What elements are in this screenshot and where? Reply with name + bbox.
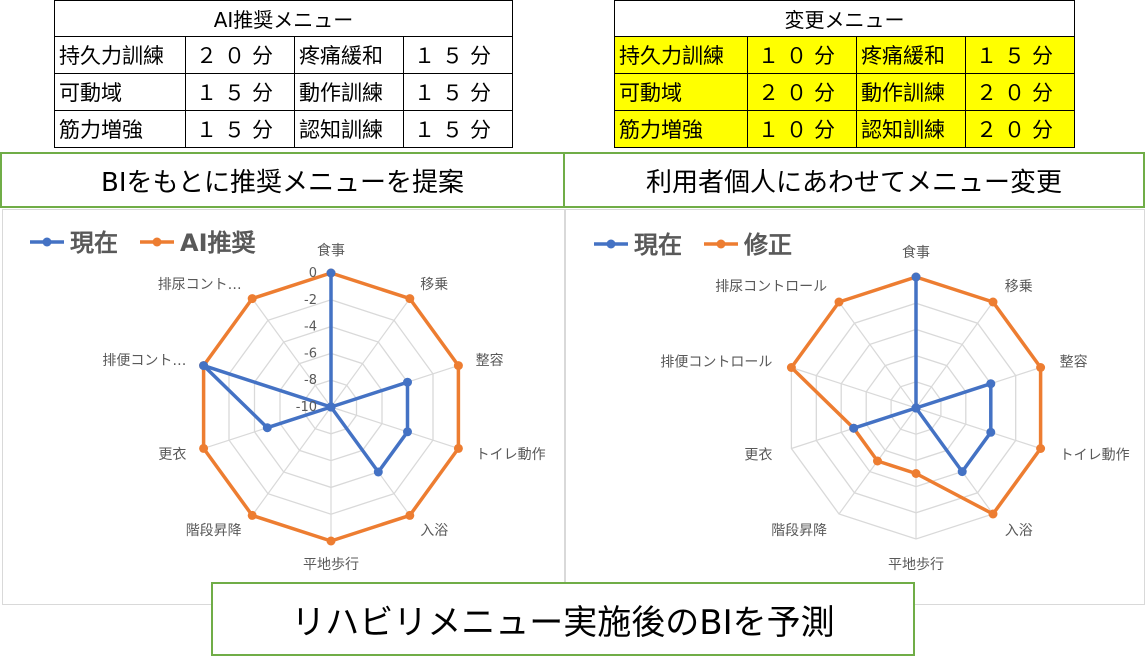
table-cell: 持久力訓練 (614, 36, 748, 74)
table-cell: ２０分 (185, 36, 295, 74)
caption-right: 利用者個人にあわせてメニュー変更 (563, 152, 1145, 208)
table-cell: 認知訓練 (856, 110, 966, 148)
table-cell: １５分 (402, 36, 514, 74)
ai-menu-table: AI推奨メニュー 持久力訓練 ２０分 疼痛緩和 １５分 可動域 １５分 動作訓練… (53, 0, 514, 148)
table-cell: １５分 (402, 73, 514, 111)
table-cell: ２０分 (965, 73, 1075, 111)
table-cell: 筋力増強 (54, 110, 186, 148)
right-chart-frame (565, 209, 1145, 605)
caption-bottom-text: リハビリメニュー実施後のBIを予測 (291, 602, 835, 643)
table-cell: 動作訓練 (856, 73, 966, 111)
table-cell: １５分 (185, 110, 295, 148)
caption-bottom: リハビリメニュー実施後のBIを予測 (211, 582, 915, 656)
table-cell: １５分 (402, 110, 514, 148)
table-cell: 筋力増強 (614, 110, 748, 148)
caption-left: BIをもとに推奨メニューを提案 (0, 152, 565, 208)
caption-right-text: 利用者個人にあわせてメニュー変更 (645, 167, 1062, 198)
table-cell: 認知訓練 (294, 110, 404, 148)
change-menu-table: 変更メニュー 持久力訓練 １０分 疼痛緩和 １５分 可動域 ２０分 動作訓練 ２… (614, 0, 1075, 148)
left-chart-frame (2, 209, 565, 605)
table-cell: １０分 (747, 110, 857, 148)
table-cell: 疼痛緩和 (294, 36, 404, 74)
table-cell: 可動域 (614, 73, 748, 111)
ai-menu-title: AI推奨メニュー (53, 0, 514, 37)
table-cell: 可動域 (54, 73, 186, 111)
change-menu-title: 変更メニュー (614, 0, 1075, 37)
table-cell: ２０分 (965, 110, 1075, 148)
caption-left-text: BIをもとに推奨メニューを提案 (101, 167, 464, 198)
table-cell: 疼痛緩和 (856, 36, 966, 74)
table-cell: 動作訓練 (294, 73, 404, 111)
table-cell: 持久力訓練 (54, 36, 186, 74)
table-cell: １０分 (747, 36, 857, 74)
table-cell: ２０分 (747, 73, 857, 111)
table-cell: １５分 (185, 73, 295, 111)
table-cell: １５分 (965, 36, 1075, 74)
